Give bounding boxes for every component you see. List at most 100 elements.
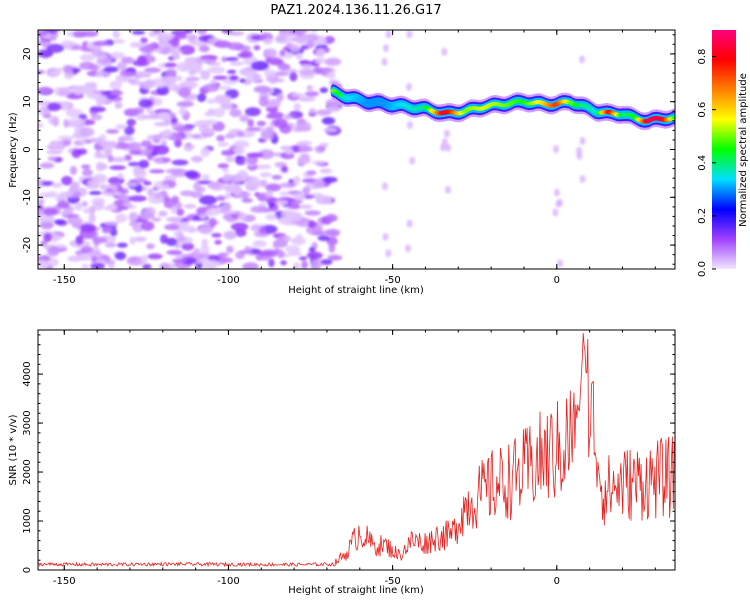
noise-cell xyxy=(204,119,218,126)
noise-cell xyxy=(111,156,127,163)
noise-cell xyxy=(200,244,210,255)
noise-cell xyxy=(302,186,311,195)
noise-cell xyxy=(406,30,413,39)
noise-cell xyxy=(306,251,323,260)
noise-cell xyxy=(285,211,303,222)
noise-cell xyxy=(325,213,338,222)
noise-cell xyxy=(216,135,225,142)
noise-cell xyxy=(163,201,174,209)
y-tick-label: 4000 xyxy=(22,361,33,386)
noise-cell xyxy=(265,189,273,200)
noise-cell xyxy=(258,96,269,107)
noise-cell xyxy=(298,68,316,76)
y-tick-label: 1000 xyxy=(22,508,33,533)
noise-cell xyxy=(406,121,413,130)
noise-cell xyxy=(38,259,50,269)
noise-cell xyxy=(263,38,273,45)
noise-cell xyxy=(229,61,244,66)
noise-cell xyxy=(78,113,88,120)
noise-cell xyxy=(285,245,301,254)
noise-cell xyxy=(256,120,266,127)
noise-cell xyxy=(406,219,413,228)
noise-cell xyxy=(170,38,180,48)
noise-cell xyxy=(247,119,254,127)
noise-cell xyxy=(268,112,280,117)
noise-cell xyxy=(259,172,272,178)
noise-cell xyxy=(324,57,342,66)
noise-cell xyxy=(308,246,316,253)
noise-cell xyxy=(308,220,316,229)
noise-cell xyxy=(93,236,100,247)
noise-cell xyxy=(298,59,310,65)
noise-cell xyxy=(196,93,207,102)
noise-cell xyxy=(279,191,291,196)
top-x-axis: -150 -100 -50 0 xyxy=(53,30,656,286)
noise-cell xyxy=(299,153,310,160)
noise-cell xyxy=(46,150,63,155)
noise-cell xyxy=(214,94,232,105)
noise-cell xyxy=(225,57,239,62)
noise-cell xyxy=(203,259,221,268)
noise-cell xyxy=(79,253,91,259)
heatmap-noise-layer xyxy=(38,30,586,269)
noise-cell xyxy=(61,175,73,186)
noise-cell xyxy=(176,234,187,244)
noise-cell xyxy=(221,56,228,63)
noise-cell xyxy=(148,169,165,174)
noise-cell xyxy=(300,63,313,69)
noise-cell xyxy=(92,173,108,184)
noise-cell xyxy=(284,113,292,120)
noise-cell xyxy=(96,54,105,60)
noise-cell xyxy=(273,238,288,248)
noise-cell xyxy=(38,198,45,206)
noise-cell xyxy=(79,127,95,137)
noise-cell xyxy=(287,203,301,210)
noise-cell xyxy=(217,141,229,147)
noise-cell xyxy=(319,142,329,147)
noise-cell xyxy=(81,164,91,170)
noise-cell xyxy=(207,66,226,74)
noise-cell xyxy=(200,54,218,61)
noise-cell xyxy=(552,145,559,154)
noise-cell xyxy=(147,253,163,260)
noise-cell xyxy=(139,46,155,53)
noise-cell xyxy=(39,162,55,169)
noise-cell xyxy=(445,185,452,194)
noise-cell xyxy=(90,106,106,113)
noise-cell xyxy=(38,30,49,37)
noise-cell xyxy=(95,149,102,156)
top-x-axis-label: Height of straight line (km) xyxy=(288,285,424,296)
noise-cell xyxy=(207,181,222,190)
noise-cell xyxy=(134,236,147,242)
noise-cell xyxy=(231,185,243,195)
noise-cell xyxy=(281,165,288,173)
noise-cell xyxy=(293,193,306,201)
noise-cell xyxy=(202,83,220,93)
noise-cell xyxy=(217,163,229,169)
bottom-plot-frame xyxy=(37,329,676,571)
noise-cell xyxy=(159,262,170,269)
noise-cell xyxy=(552,208,559,217)
noise-cell xyxy=(178,87,191,98)
noise-cell xyxy=(200,70,211,80)
noise-cell xyxy=(223,231,236,239)
x-tick-label: 0 xyxy=(554,275,560,286)
noise-cell xyxy=(95,71,103,78)
noise-cell xyxy=(268,202,275,209)
noise-cell xyxy=(132,223,144,233)
noise-cell xyxy=(212,75,228,80)
noise-cell xyxy=(579,55,586,64)
noise-cell xyxy=(126,256,145,266)
noise-cell xyxy=(264,69,277,77)
noise-cell xyxy=(214,239,222,245)
noise-cell xyxy=(95,161,104,172)
noise-cell xyxy=(139,211,155,220)
noise-cell xyxy=(190,155,203,163)
x-tick-label: -50 xyxy=(384,275,400,286)
noise-cell xyxy=(298,204,313,210)
noise-cell xyxy=(116,242,128,248)
noise-cell xyxy=(201,238,208,247)
noise-cell xyxy=(144,79,156,89)
noise-cell xyxy=(167,49,183,55)
noise-cell xyxy=(221,149,236,156)
